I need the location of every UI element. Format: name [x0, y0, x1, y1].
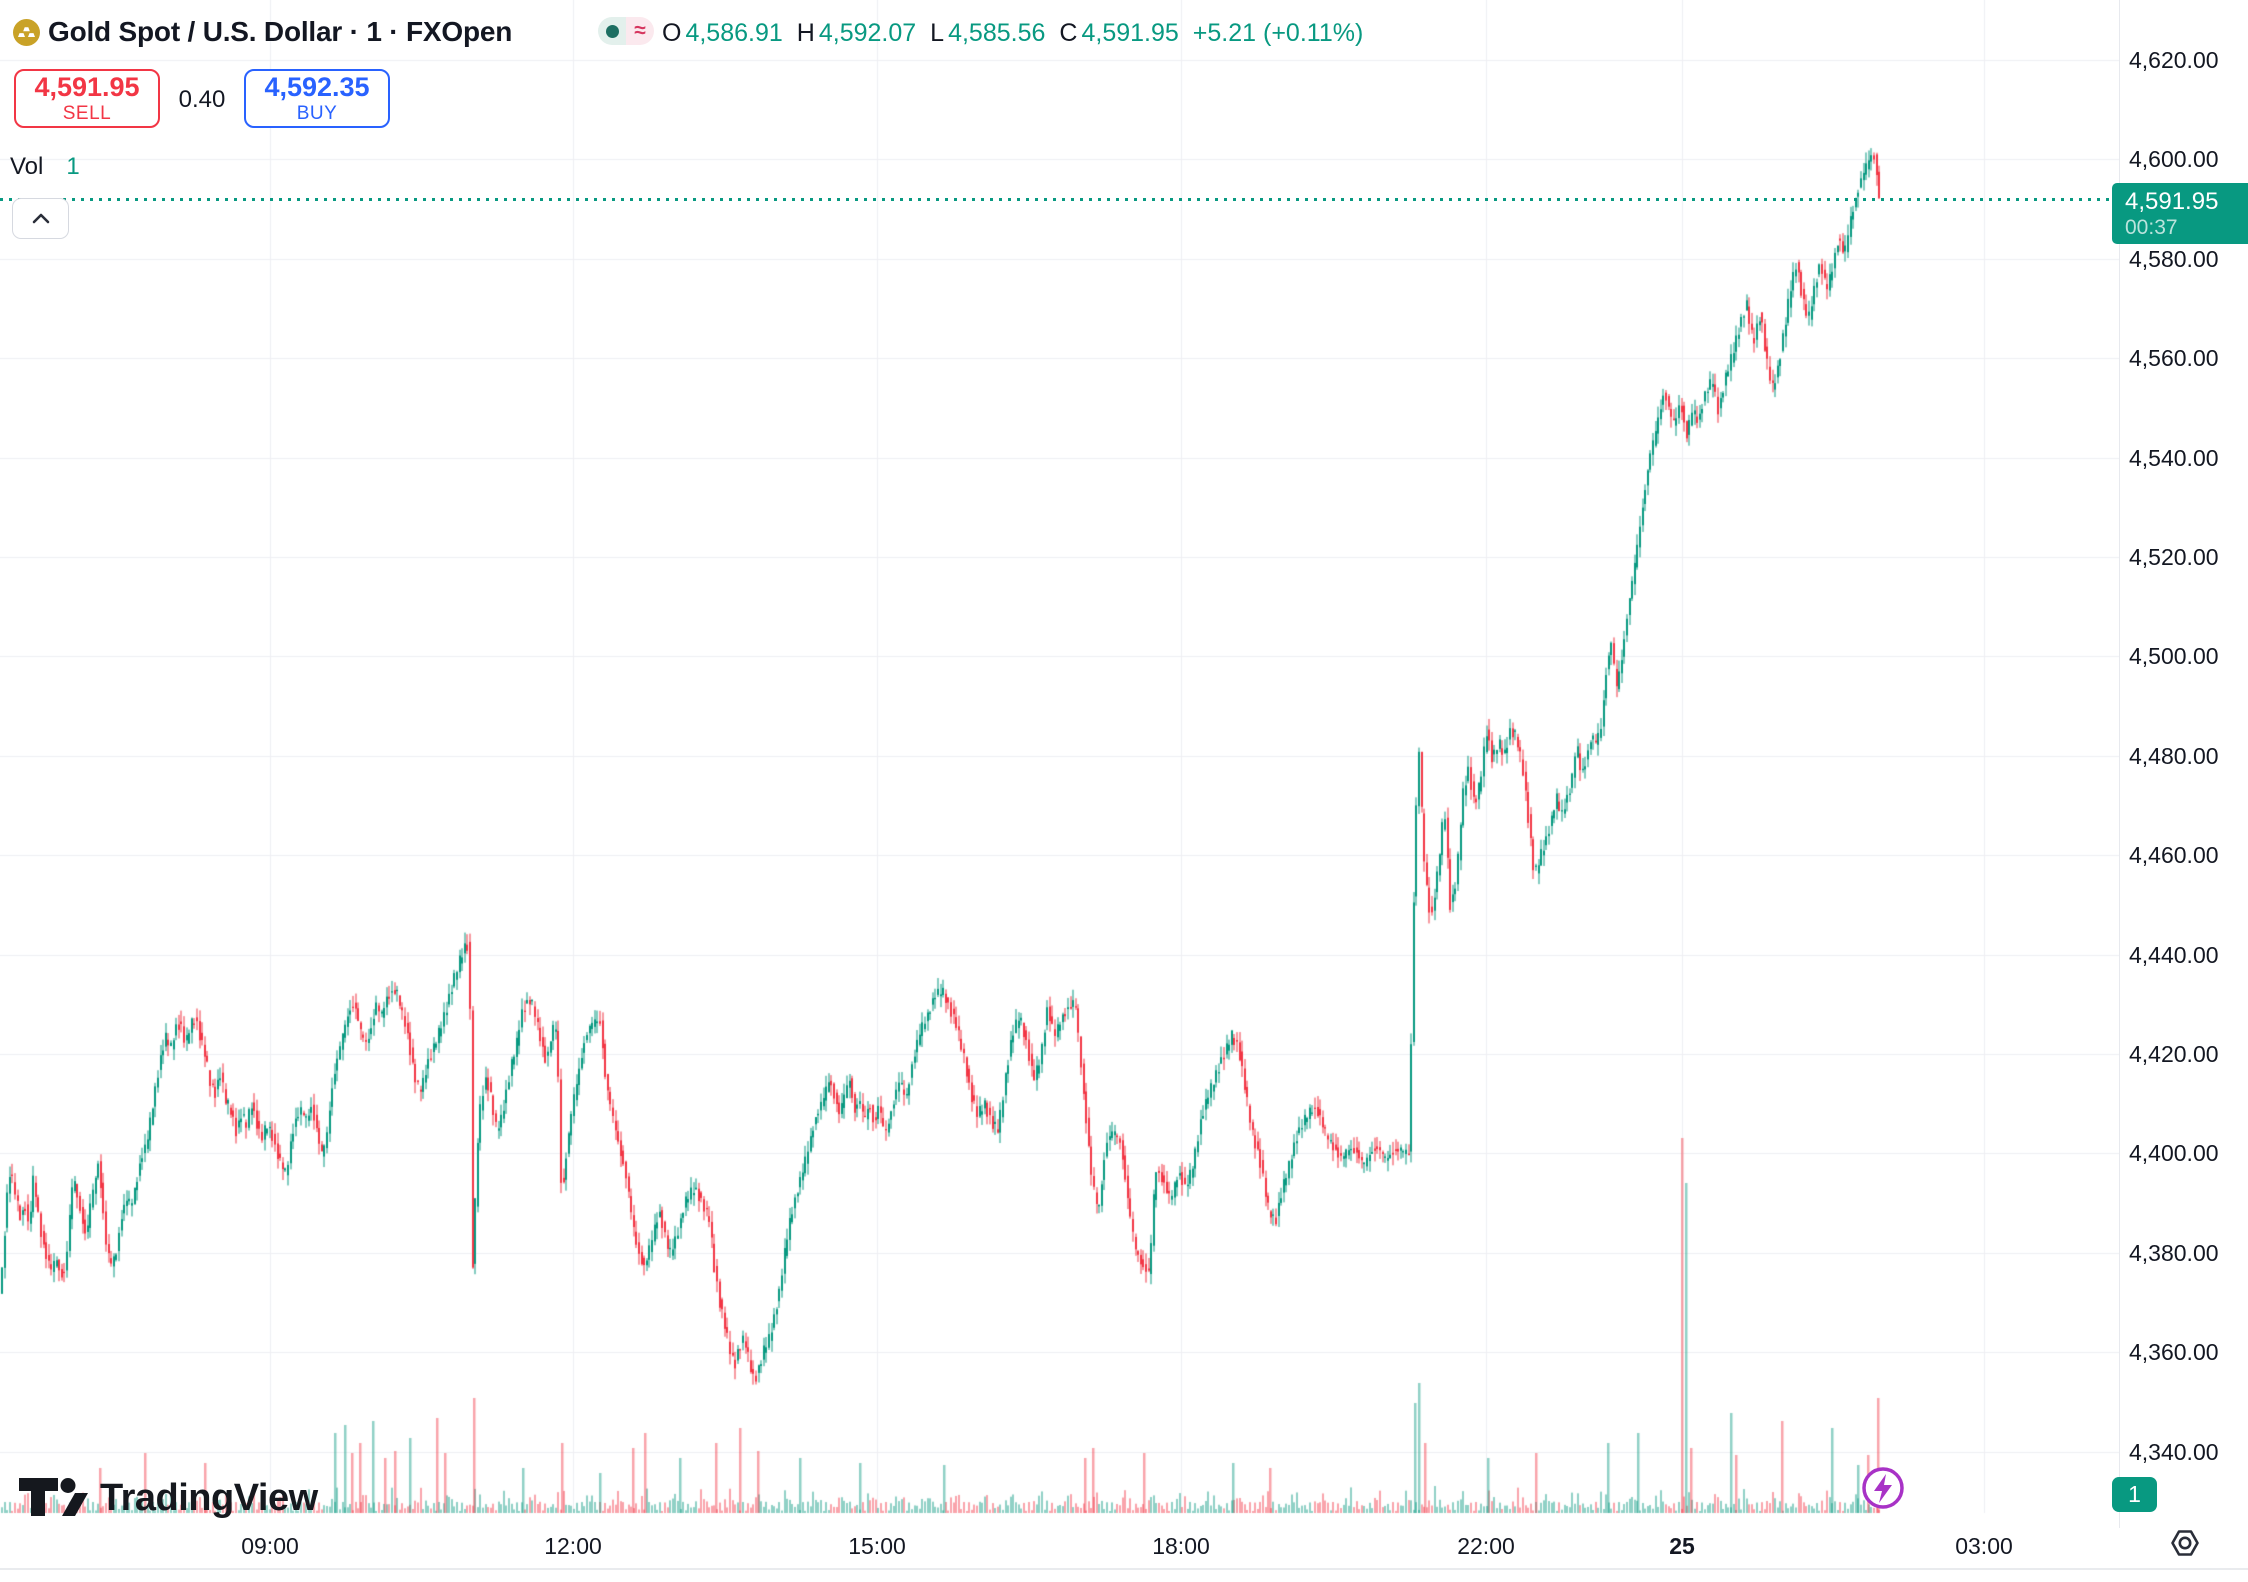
price-tick-label: 4,540.00: [2129, 444, 2219, 471]
price-tick-label: 4,380.00: [2129, 1239, 2219, 1266]
time-tick-label: 25: [1669, 1533, 1695, 1559]
time-tick-label: 03:00: [1955, 1533, 2013, 1559]
buy-label: BUY: [296, 102, 338, 124]
approx-prices-icon: ≈: [626, 17, 654, 45]
price-tick-label: 4,400.00: [2129, 1140, 2219, 1167]
tradingview-mark-icon: [19, 1478, 88, 1516]
price-axis[interactable]: 4,620.00 4,600.00 4,580.00 4,560.00 4,540.00…: [2119, 0, 2248, 1568]
current-price-label: 4,591.95 00:37: [2112, 183, 2248, 244]
volume-indicator-row: Vol 1: [10, 153, 80, 181]
ohlc-value: 4,586.91: [685, 19, 783, 47]
change-value: +5.21 (+0.11%): [1192, 19, 1364, 47]
sell-label: SELL: [62, 102, 112, 124]
gear-icon: [2171, 1530, 2199, 1556]
price-tick-label: 4,620.00: [2129, 47, 2219, 73]
chevron-up-icon: [32, 213, 49, 224]
gold-bars-icon: [13, 19, 40, 46]
price-tick-label: 4,520.00: [2129, 544, 2219, 570]
buy-button[interactable]: 4,592.35 BUY: [244, 69, 390, 128]
axis-settings-button[interactable]: [2168, 1526, 2202, 1560]
price-tick-label: 4,480.00: [2129, 742, 2219, 769]
ohlc-value: 4,592.07: [818, 19, 917, 47]
price-tick-label: 4,600.00: [2129, 146, 2219, 173]
tradingview-logo[interactable]: TradingView: [18, 1476, 318, 1520]
bar-countdown: 00:37: [2125, 216, 2178, 239]
volume-scale-badge: 1: [2112, 1477, 2157, 1512]
instant-trading-button[interactable]: [1861, 1466, 1905, 1510]
market-status-pill: ≈: [598, 17, 654, 45]
time-tick-label: 18:00: [1152, 1533, 1210, 1559]
price-tick-label: 4,560.00: [2129, 345, 2219, 372]
collapse-panel-button[interactable]: [12, 198, 69, 239]
current-price-value: 4,591.95: [2125, 188, 2219, 215]
sell-button[interactable]: 4,591.95 SELL: [14, 69, 160, 128]
volume-value: 1: [66, 153, 80, 180]
ohlc-values: O 4,586.91 H 4,592.07 L 4,585.56 C 4,591.95 +5.2…: [662, 19, 1363, 48]
time-tick-label: 12:00: [544, 1533, 602, 1559]
tradingview-logo-text: TradingView: [100, 1476, 318, 1519]
time-tick-label: 09:00: [241, 1533, 299, 1559]
buy-price: 4,592.35: [264, 71, 370, 102]
ohlc-value: 4,585.56: [948, 19, 1046, 47]
ohlc-value: 4,591.95: [1081, 19, 1179, 47]
price-tick-label: 4,500.00: [2129, 643, 2219, 670]
ohlc-key: H: [796, 19, 815, 47]
volume-label: Vol: [10, 153, 44, 180]
candlestick-chart[interactable]: [0, 0, 2119, 1528]
price-tick-label: 4,360.00: [2129, 1339, 2219, 1366]
realtime-dot-icon: [598, 17, 626, 45]
ohlc-key: C: [1059, 19, 1078, 47]
current-price-dotted-line: [0, 198, 2112, 201]
price-tick-label: 4,580.00: [2129, 245, 2219, 272]
price-tick-label: 4,420.00: [2129, 1041, 2219, 1067]
lightning-icon: [1862, 1467, 1904, 1509]
time-tick-label: 15:00: [848, 1533, 906, 1559]
ohlc-key: L: [930, 19, 945, 47]
price-tick-label: 4,440.00: [2129, 941, 2219, 968]
price-tick-label: 4,340.00: [2129, 1438, 2219, 1465]
price-tick-label: 4,460.00: [2129, 842, 2219, 869]
time-tick-label: 22:00: [1457, 1533, 1515, 1559]
spread-value: 0.40: [178, 86, 226, 113]
time-axis[interactable]: 09:00 12:00 15:00 18:00 22:00 25 03:00: [0, 1528, 2248, 1582]
ohlc-key: O: [662, 19, 682, 47]
symbol-title[interactable]: Gold Spot / U.S. Dollar · 1 · FXOpen: [48, 16, 513, 47]
sell-price: 4,591.95: [34, 71, 140, 102]
bottom-separator: [0, 1568, 2248, 1570]
